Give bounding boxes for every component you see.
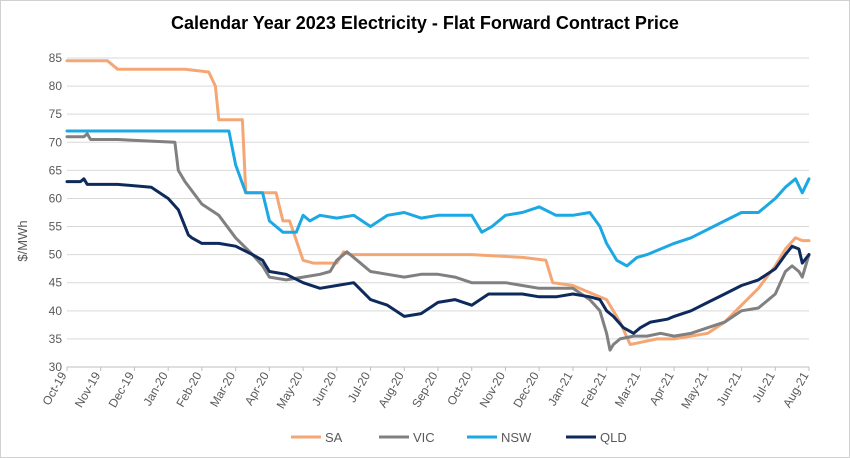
- x-tick-label: Aug-21: [780, 369, 812, 410]
- y-tick-label: 80: [49, 79, 63, 93]
- x-tick-label: Nov-20: [477, 369, 509, 410]
- x-tick-label: Apr-20: [242, 369, 272, 407]
- x-tick-label: Jun-21: [714, 369, 745, 408]
- legend-label-sa: SA: [325, 430, 343, 445]
- y-tick-label: 35: [49, 332, 63, 346]
- chart-title: Calendar Year 2023 Electricity - Flat Fo…: [171, 13, 679, 33]
- x-tick-label: Dec-20: [510, 369, 542, 410]
- series-line-vic: [65, 132, 811, 352]
- y-axis-label: $/MWh: [15, 220, 30, 261]
- y-tick-label: 85: [49, 51, 63, 65]
- x-tick-label: May-21: [678, 369, 710, 411]
- x-tick-label: Oct-19: [39, 369, 69, 407]
- x-axis-ticks: Oct-19 Nov-19 Dec-19 Jan-20 Feb-20 Mar-20 Apr-…: [39, 367, 812, 411]
- y-tick-label: 75: [49, 107, 63, 121]
- x-tick-label: Dec-19: [106, 369, 138, 410]
- x-tick-label: Mar-21: [612, 369, 643, 409]
- x-tick-label: Feb-20: [173, 369, 204, 409]
- series-line-qld: [65, 177, 811, 335]
- x-tick-label: May-20: [274, 369, 306, 411]
- y-tick-label: 30: [49, 360, 63, 374]
- x-tick-label: Aug-20: [375, 369, 407, 410]
- legend-label-qld: QLD: [600, 430, 627, 445]
- y-tick-label: 55: [49, 220, 63, 234]
- x-tick-label: Oct-20: [444, 369, 474, 407]
- y-tick-label: 60: [49, 191, 63, 205]
- y-tick-label: 50: [49, 248, 63, 262]
- x-tick-label: Jul-21: [749, 369, 778, 405]
- y-tick-label: 70: [49, 135, 63, 149]
- legend-label-nsw: NSW: [501, 430, 532, 445]
- x-tick-label: Sep-20: [409, 369, 441, 410]
- x-tick-label: Jun-20: [309, 369, 340, 408]
- x-tick-label: Mar-20: [207, 369, 238, 409]
- y-tick-label: 45: [49, 276, 63, 290]
- x-tick-label: Apr-21: [647, 369, 677, 407]
- x-tick-label: Jan-21: [545, 369, 576, 408]
- legend: SA VIC NSW QLD: [291, 430, 627, 445]
- x-tick-label: Jul-20: [345, 369, 374, 405]
- x-tick-label: Jan-20: [140, 369, 171, 408]
- x-tick-label: Feb-21: [578, 369, 609, 409]
- y-axis-ticks: 30 35 40 45 50 55 60 65 70 75 80 85: [49, 51, 63, 374]
- y-tick-label: 65: [49, 163, 63, 177]
- series-lines: [65, 59, 811, 352]
- x-tick-label: Nov-19: [72, 369, 104, 410]
- series-line-nsw: [65, 129, 811, 268]
- legend-label-vic: VIC: [413, 430, 435, 445]
- y-tick-label: 40: [49, 304, 63, 318]
